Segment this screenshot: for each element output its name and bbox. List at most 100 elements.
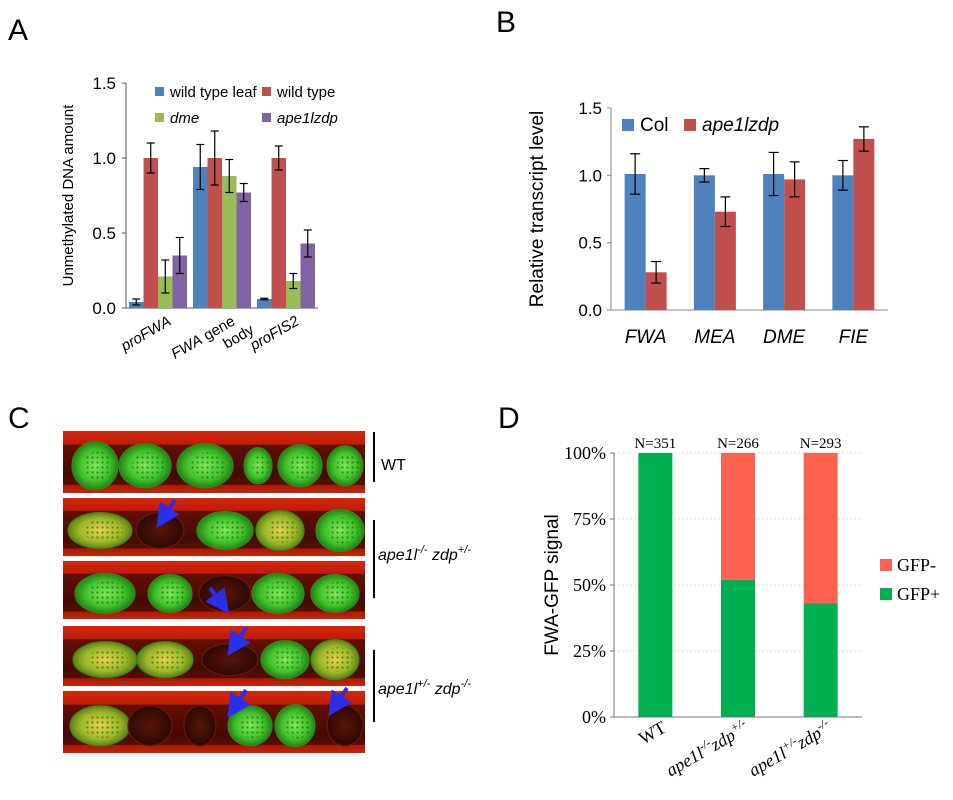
chart-d: 0% 25% 50% 75% 100% FWA-GFP signal N=351 WT N=26… bbox=[542, 436, 940, 780]
label-part: ape1l bbox=[378, 547, 418, 564]
seed-embryo bbox=[84, 713, 122, 739]
seed-embryo bbox=[328, 517, 358, 544]
arrow-indicator bbox=[328, 686, 352, 716]
genotype-label: ape1l-/- zdp+/- bbox=[378, 544, 471, 564]
panel-letter-c: C bbox=[8, 402, 30, 435]
bar bbox=[222, 176, 237, 308]
y-tick-label: 1.5 bbox=[92, 74, 116, 93]
x-tick-label-line: proFWA bbox=[117, 313, 174, 356]
bar bbox=[853, 138, 875, 310]
seed bbox=[326, 705, 364, 747]
chart-a: 0.0 0.5 1.0 1.5 Unmethylated DNA amount proFW… bbox=[60, 74, 338, 377]
seed bbox=[135, 511, 185, 550]
micrograph-strip bbox=[63, 431, 365, 493]
bar bbox=[693, 175, 715, 310]
x-tick-label: MEA bbox=[694, 327, 735, 348]
x-tick-label: FWA bbox=[625, 327, 667, 348]
y-tick-label: 75% bbox=[573, 509, 606, 529]
y-tick-label: 25% bbox=[573, 641, 606, 661]
y-tick-label: 50% bbox=[573, 575, 606, 595]
bar bbox=[300, 243, 315, 308]
x-tick-label: DME bbox=[763, 327, 806, 348]
genotype-label: ape1l+/- zdp-/- bbox=[378, 678, 471, 698]
stacked-bar-segment bbox=[803, 453, 838, 604]
x-tick-label: WT bbox=[635, 717, 669, 748]
legend-label: GFP- bbox=[897, 555, 936, 575]
seed bbox=[198, 574, 252, 613]
legend-swatch bbox=[262, 113, 271, 122]
legend-swatch bbox=[155, 87, 164, 96]
seed bbox=[201, 642, 259, 677]
n-annotation: N=293 bbox=[800, 436, 842, 452]
legend-label: dme bbox=[170, 110, 199, 127]
x-tick-label: proFWA bbox=[117, 313, 174, 356]
bar bbox=[763, 173, 785, 310]
label-part: WT bbox=[635, 717, 669, 748]
bar bbox=[257, 299, 272, 308]
label-sup: +/- bbox=[417, 678, 430, 690]
y-tick-label: 1.5 bbox=[578, 99, 602, 118]
y-tick-label: 0.0 bbox=[92, 299, 116, 318]
label-sup: +/- bbox=[728, 715, 748, 735]
micrograph-strip bbox=[63, 626, 365, 686]
panel-letter-b: B bbox=[496, 6, 516, 39]
label-sup: -/- bbox=[461, 678, 472, 690]
seed-embryo bbox=[159, 581, 187, 606]
seed-embryo bbox=[285, 712, 311, 739]
legend-swatch bbox=[880, 588, 892, 600]
seed-embryo bbox=[88, 648, 128, 671]
seed-embryo bbox=[210, 518, 246, 543]
y-tick-label: 0.5 bbox=[92, 224, 116, 243]
legend-swatch bbox=[155, 113, 164, 122]
seed-embryo bbox=[273, 647, 303, 672]
y-tick-label: 1.0 bbox=[92, 149, 116, 168]
x-tick-label: FWA genebody bbox=[168, 306, 257, 377]
seed-embryo bbox=[150, 648, 186, 671]
bar bbox=[286, 281, 301, 308]
arrow-indicator bbox=[227, 688, 251, 718]
x-tick-label: FIE bbox=[839, 327, 869, 348]
bar bbox=[271, 158, 286, 308]
seed-embryo bbox=[268, 518, 298, 543]
seed-embryo bbox=[289, 452, 317, 479]
y-axis-title: Relative transcript level bbox=[527, 111, 548, 307]
x-tick-label: ape1l-/-zdp+/- bbox=[662, 715, 752, 780]
label-sup: +/- bbox=[779, 734, 799, 754]
legend-swatch bbox=[880, 559, 892, 571]
bar bbox=[645, 272, 667, 310]
label-sup: +/- bbox=[458, 544, 471, 556]
chart-b: 0.0 0.5 1.0 1.5 Relative transcript level FWA… bbox=[527, 99, 888, 348]
seed-embryo bbox=[83, 519, 123, 542]
arrow-indicator bbox=[227, 626, 251, 656]
legend-swatch bbox=[684, 119, 696, 131]
n-annotation: N=266 bbox=[717, 436, 759, 452]
micrograph-strip bbox=[63, 498, 365, 556]
legend-label: wild type leaf bbox=[169, 84, 258, 101]
seed bbox=[127, 705, 173, 747]
y-tick-label: 100% bbox=[564, 443, 606, 463]
seed-embryo bbox=[323, 581, 353, 606]
legend-label: ape1lzdp bbox=[277, 110, 338, 127]
legend-swatch bbox=[262, 87, 271, 96]
seed-embryo bbox=[83, 450, 113, 481]
seed-embryo bbox=[131, 452, 165, 480]
x-tick-label: ape1l+/-zdp-/- bbox=[744, 715, 834, 780]
n-annotation: N=351 bbox=[634, 436, 676, 452]
label-part: zdp bbox=[428, 547, 458, 564]
panel-letter-d: D bbox=[498, 402, 520, 435]
seed-embryo bbox=[190, 452, 226, 480]
bar bbox=[784, 179, 806, 310]
stacked-bar-segment bbox=[638, 453, 673, 717]
bar bbox=[172, 255, 187, 308]
y-tick-label: 1.0 bbox=[578, 166, 602, 185]
genotype-label: WT bbox=[381, 457, 406, 474]
legend-label: Col bbox=[640, 115, 669, 136]
legend-swatch bbox=[622, 119, 634, 131]
seed-embryo bbox=[336, 453, 360, 479]
label-sup: -/- bbox=[417, 544, 428, 556]
y-tick-label: 0.0 bbox=[578, 301, 602, 320]
label-part: WT bbox=[381, 457, 406, 474]
